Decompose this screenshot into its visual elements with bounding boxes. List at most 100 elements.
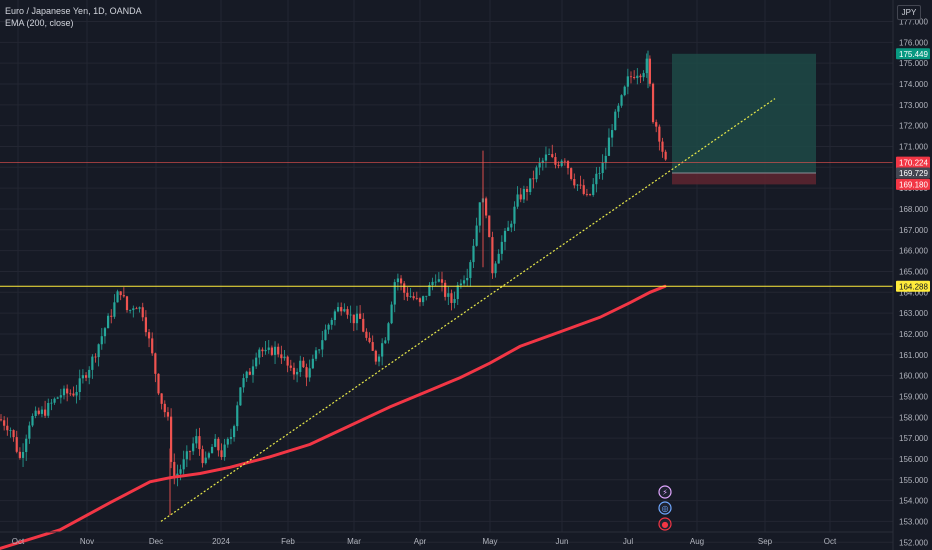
candle-body: [81, 375, 84, 379]
price-tick-label: 173.000: [899, 101, 928, 110]
candle-body: [129, 310, 132, 311]
candle-body: [28, 425, 31, 439]
candle-body: [651, 83, 655, 123]
candle-body: [324, 329, 327, 341]
symbol-title[interactable]: Euro / Japanese Yen, 1D, OANDA: [5, 6, 142, 16]
ema-line: [0, 284, 667, 550]
entry-price-tag: 169.729: [899, 169, 928, 178]
candle-body: [296, 371, 299, 375]
price-axis[interactable]: 177.000 176.000 175.000 174.000 173.000 172.0…: [892, 0, 928, 550]
globe-icon[interactable]: [658, 501, 672, 515]
candle-body: [601, 162, 604, 174]
candle-body: [299, 360, 302, 372]
candle-body: [614, 111, 617, 131]
time-tick-label: Nov: [80, 537, 94, 546]
candle-body: [633, 77, 636, 79]
candle-body: [166, 412, 170, 417]
candle-body: [239, 387, 242, 406]
candle-body: [229, 437, 233, 439]
candle-body: [204, 457, 207, 464]
candle-body: [12, 430, 15, 438]
price-tick-label: 161.000: [899, 351, 928, 360]
candle-body: [377, 356, 381, 362]
drawing-lines[interactable]: [0, 98, 893, 522]
candle-body: [192, 443, 195, 452]
candle-body: [500, 241, 503, 254]
candle-body: [31, 415, 34, 426]
candle-body: [110, 315, 113, 317]
candle-body: [645, 58, 648, 74]
candle-body: [629, 76, 633, 78]
candle-body: [343, 309, 346, 312]
lightning-icon-glyph: ⚡: [662, 488, 668, 497]
time-tick-label: Jun: [556, 537, 569, 546]
time-tick-label: 2024: [212, 537, 230, 546]
candle-body: [582, 185, 585, 194]
candle-body: [308, 368, 311, 378]
price-tick-label: 152.000: [899, 538, 928, 547]
candle-body: [563, 160, 566, 162]
time-tick-label: Apr: [414, 537, 427, 546]
candle-body: [273, 346, 277, 355]
candle-body: [188, 451, 192, 453]
candle-body: [50, 402, 53, 404]
event-icons[interactable]: ⚡ ◎ ●: [658, 485, 672, 531]
candle-body: [333, 311, 336, 320]
candle-body: [384, 340, 387, 344]
candle-body: [532, 178, 535, 180]
candle-body: [478, 202, 481, 226]
candle-body: [179, 469, 182, 474]
candle-body: [53, 398, 56, 403]
candle-body: [47, 403, 50, 416]
record-icon[interactable]: [658, 517, 672, 531]
candle-body: [119, 291, 122, 296]
candle-body: [198, 436, 201, 450]
loss-zone: [672, 172, 816, 185]
candle-body: [428, 285, 431, 296]
candle-body: [548, 154, 551, 155]
candle-body: [261, 349, 264, 352]
candle-body: [585, 193, 588, 195]
candle-body: [607, 137, 611, 156]
candle-body: [122, 295, 125, 297]
candle-body: [406, 292, 409, 297]
candle-body: [59, 395, 62, 398]
candle-body: [620, 95, 623, 106]
price-tick-label: 176.000: [899, 38, 928, 47]
price-tick-label: 158.000: [899, 413, 928, 422]
candle-body: [100, 336, 103, 345]
indicator-title[interactable]: EMA (200, close): [5, 18, 74, 28]
candle-body: [185, 451, 188, 460]
candle-body: [214, 438, 217, 447]
candle-body: [412, 296, 415, 299]
candle-body: [9, 430, 12, 431]
price-tick-label: 153.000: [899, 517, 928, 526]
candle-body: [444, 282, 447, 297]
time-axis[interactable]: Oct Nov Dec 2024 Feb Mar Apr May Jun Jul Aug Sep Oct: [0, 531, 893, 546]
candle-body: [170, 416, 173, 462]
candle-body: [233, 426, 236, 438]
target-price-tag-bg: [896, 48, 930, 60]
candle-body: [636, 75, 639, 79]
candle-body: [226, 438, 229, 445]
candle-body: [25, 438, 28, 453]
candle-body: [554, 157, 557, 165]
candle-body: [381, 343, 384, 357]
candle-body: [62, 388, 66, 396]
candle-body: [141, 307, 144, 318]
lightning-icon[interactable]: [658, 485, 672, 499]
chart-legend: Euro / Japanese Yen, 1D, OANDA EMA (200,…: [5, 5, 142, 29]
candle-body: [245, 371, 248, 379]
level-price-tag: 164.288: [899, 282, 928, 291]
candle-body: [551, 154, 554, 158]
candle-body: [459, 283, 462, 286]
currency-button[interactable]: JPY: [897, 5, 921, 20]
candle-body: [560, 160, 563, 166]
price-tick-label: 172.000: [899, 122, 928, 131]
candle-body: [78, 378, 81, 393]
candle-body: [144, 317, 147, 333]
candle-body: [321, 340, 324, 350]
candle-body: [346, 309, 349, 315]
position-tool[interactable]: [672, 53, 816, 185]
